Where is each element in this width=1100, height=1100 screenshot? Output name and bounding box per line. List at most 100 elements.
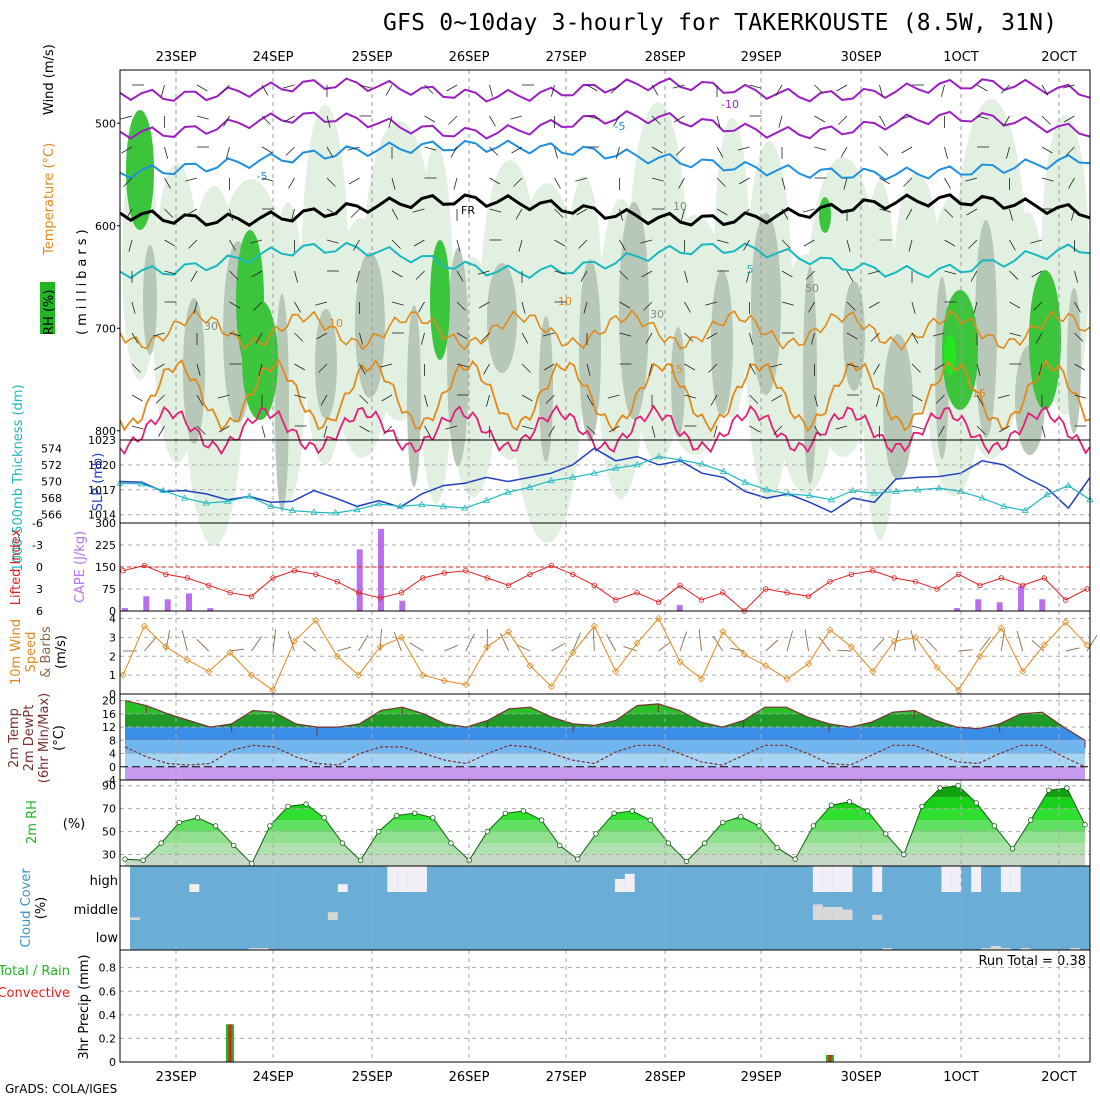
rh-point: [230, 842, 237, 849]
contour-label: 30: [650, 308, 664, 321]
wind-speed-point: [505, 628, 513, 636]
rh-point: [683, 858, 690, 865]
wind-barb: [383, 425, 393, 435]
wind-barb-10m: [606, 634, 617, 652]
rh-shade-green: [242, 300, 278, 420]
wind-barb: [131, 425, 144, 430]
wind-barb: [710, 394, 718, 406]
wind-barb: [1074, 270, 1078, 283]
wind-barb: [255, 332, 263, 344]
wind-barb: [716, 177, 726, 187]
cloud-low-cell: [1000, 948, 1011, 950]
date-label-bottom: 25SEP: [352, 1070, 393, 1085]
lifted-index-ylabel: Lifted Index: [9, 528, 24, 605]
wind-barb: [521, 394, 533, 402]
wind-barb: [900, 115, 913, 120]
cloud-high-cell: [1010, 866, 1021, 892]
rh-point: [955, 783, 961, 789]
wind-barb: [153, 363, 165, 371]
precip-convective-bar: [228, 1024, 232, 1062]
wind-barb: [870, 332, 880, 342]
wind-barb: [673, 115, 685, 123]
rh-point: [919, 803, 925, 810]
y-tick-label: 500: [95, 117, 116, 130]
rh-point: [901, 851, 907, 858]
lifted-index-tick-label: -3: [32, 539, 43, 552]
lifted-index-point: [441, 570, 447, 576]
temp-contour-5: [119, 241, 1091, 280]
wind-barb: [1062, 84, 1075, 89]
temperature-legend-label: Temperature (°C): [42, 143, 57, 256]
slp-line: [119, 447, 1091, 514]
wind-barb-10m: [623, 645, 638, 652]
wind-barb: [911, 301, 916, 314]
rh-point: [158, 840, 164, 846]
cloud-high-cell: [387, 866, 398, 892]
wind-barb: [608, 425, 620, 433]
wind-speed-point: [355, 671, 363, 679]
wind-barb: [294, 394, 307, 399]
thickness-point: [568, 473, 577, 480]
cloud-high-cell: [812, 866, 823, 892]
wind-barb: [196, 115, 209, 120]
rh-point: [973, 800, 979, 806]
wind-barb: [1031, 270, 1043, 278]
wind-speed-point: [205, 667, 213, 675]
freezing-level-contour: [119, 193, 1091, 227]
wind-barb: [749, 332, 753, 345]
wind-barb: [586, 425, 596, 435]
lifted-index-point: [870, 568, 876, 574]
thickness-point: [633, 461, 642, 468]
rh-legend-swatch: [40, 282, 55, 334]
date-label-bottom: 1OCT: [943, 1070, 979, 1085]
wind-barb: [966, 208, 978, 216]
wind-barb: [1030, 239, 1043, 244]
wind-barb: [838, 115, 848, 125]
wind-tick-label: 2: [109, 650, 116, 663]
wind-barb: [347, 146, 360, 151]
wind-speed-point: [140, 622, 148, 630]
wind-barb: [840, 146, 848, 158]
slp-ylabel-text: SLP (mb): [91, 453, 106, 512]
thickness-point: [849, 486, 857, 493]
wind-barb-10m: [872, 638, 885, 652]
wind-barb: [965, 177, 978, 182]
wind-barb: [684, 270, 688, 283]
wind-speed-point: [847, 643, 855, 651]
lifted-index-point: [463, 568, 469, 574]
thickness-point: [698, 460, 706, 467]
rh-point: [394, 812, 400, 819]
rh-shade-gray: [711, 270, 733, 416]
wind-barb: [554, 239, 566, 247]
cloud-middle-cell: [130, 917, 140, 920]
temp-contour-10: [119, 308, 1091, 352]
cloud-high-cell: [832, 866, 843, 892]
wind-barb: [554, 146, 558, 159]
wind-barb: [1074, 394, 1087, 399]
lifted-index-point: [805, 593, 812, 599]
thickness-tick-label: 566: [41, 509, 62, 522]
cape-bar: [207, 608, 214, 611]
wind-barb: [486, 394, 490, 407]
wind-barb: [294, 363, 306, 371]
wind-barb: [868, 301, 880, 309]
wind-ylabel-text: Speed: [24, 632, 39, 673]
wind-barb: [554, 208, 564, 218]
contour-label: 30: [204, 320, 218, 333]
wind-barb: [456, 301, 466, 311]
cloud-middle-cell: [872, 914, 883, 920]
wind-barb: [586, 84, 598, 92]
wind-speed-point: [590, 622, 598, 630]
wind-barb-10m: [818, 636, 831, 652]
rh-point: [828, 802, 835, 808]
wind-speed-point: [912, 633, 920, 641]
rh-band: [125, 797, 1085, 809]
wind-speed-point: [997, 624, 1005, 632]
wind-barb: [424, 84, 434, 94]
wind-barb: [803, 239, 815, 247]
lifted-index-point: [934, 586, 940, 592]
wind-barb: [359, 394, 369, 404]
wind-barb: [672, 84, 685, 89]
wind-barb: [453, 177, 458, 190]
wind-barb-10m: [1031, 639, 1045, 652]
